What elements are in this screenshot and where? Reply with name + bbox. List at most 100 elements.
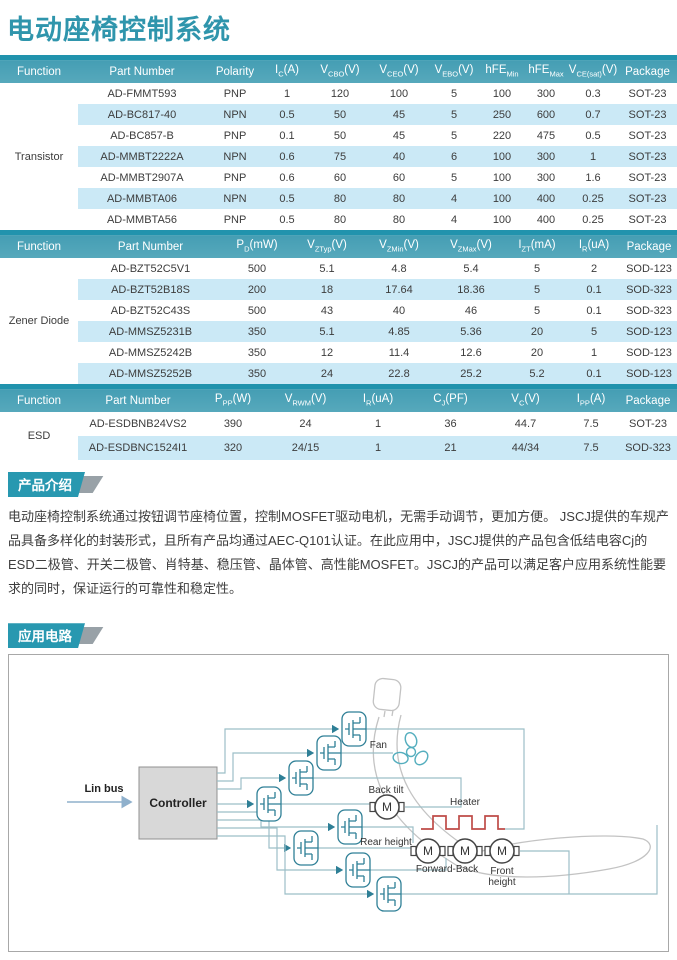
table-row: AD-ESDBNC1524I1 320 24/15 1 21 44/34 7.5 SOD-32… bbox=[0, 436, 677, 460]
data-cell: NPN bbox=[206, 188, 264, 209]
data-cell: 4.8 bbox=[391, 262, 407, 275]
data-cell: 6 bbox=[428, 146, 480, 167]
column-header: Part Number bbox=[78, 55, 206, 83]
data-cell: 24 bbox=[291, 363, 363, 384]
data-cell: 17.64 bbox=[363, 279, 435, 300]
mosfet-symbol bbox=[288, 760, 314, 796]
column-header: Package bbox=[621, 230, 677, 258]
data-cell: 0.25 bbox=[568, 188, 618, 209]
data-cell: 5 bbox=[450, 129, 458, 142]
application-circuit-diagram: Lin bus Controller bbox=[67, 678, 658, 912]
data-cell: 0.5 bbox=[585, 129, 601, 142]
table-row: AD-BC857-B PNP 0.1 50 45 5 220 475 0.5 SOT-23 bbox=[0, 125, 677, 146]
data-cell: 20 bbox=[507, 321, 567, 342]
data-cell: PNP bbox=[223, 213, 247, 226]
data-cell: 600 bbox=[524, 104, 568, 125]
data-cell: 5.1 bbox=[319, 262, 335, 275]
data-cell: 4 bbox=[428, 188, 480, 209]
data-cell: 50 bbox=[310, 104, 370, 125]
data-cell: 40 bbox=[392, 304, 406, 317]
data-cell: 5 bbox=[507, 279, 567, 300]
controller-box bbox=[138, 766, 218, 840]
heater-label: Heater bbox=[450, 797, 481, 808]
column-header: IZT(mA) bbox=[507, 230, 567, 258]
controller-output-wires bbox=[217, 724, 375, 899]
mosfet-symbol bbox=[376, 876, 402, 912]
data-cell: SOT-23 bbox=[628, 129, 667, 142]
table-row: AD-MMSZ5242B 350 12 11.4 12.6 20 1 SOD-123 bbox=[0, 342, 677, 363]
column-header: Function bbox=[0, 230, 78, 258]
data-cell: 45 bbox=[392, 129, 406, 142]
data-cell: SOD-123 bbox=[626, 262, 672, 275]
data-cell: 300 bbox=[524, 146, 568, 167]
table-row: AD-MMSZ5231B 350 5.1 4.85 5.36 20 5 SOD-123 bbox=[0, 321, 677, 342]
data-cell: 400 bbox=[536, 213, 556, 226]
data-cell: SOD-323 bbox=[626, 304, 672, 317]
data-cell: NPN bbox=[206, 104, 264, 125]
headrest-shape bbox=[372, 678, 402, 712]
data-cell: 11.4 bbox=[388, 346, 410, 359]
data-cell: 0.5 bbox=[264, 104, 310, 125]
table-row: AD-MMBTA06 NPN 0.5 80 80 4 100 400 0.25 SOT-23 bbox=[0, 188, 677, 209]
data-cell: SOT-23 bbox=[629, 418, 667, 430]
data-cell: 7.5 bbox=[583, 418, 599, 430]
controller-label: Controller bbox=[149, 796, 207, 810]
data-cell: SOT-23 bbox=[628, 213, 667, 226]
data-cell: AD-FMMT593 bbox=[107, 87, 177, 100]
fan-icon bbox=[392, 732, 429, 766]
data-cell: 45 bbox=[370, 104, 428, 125]
data-cell: 0.6 bbox=[264, 146, 310, 167]
data-cell: 44/34 bbox=[488, 436, 563, 460]
data-cell: SOD-123 bbox=[621, 363, 677, 384]
data-cell: 36 bbox=[444, 418, 457, 430]
column-header: IPP(A) bbox=[563, 384, 619, 412]
data-cell: PNP bbox=[223, 171, 247, 184]
data-cell: 5.4 bbox=[463, 262, 479, 275]
heater-element bbox=[421, 815, 505, 831]
data-cell: 350 bbox=[223, 363, 291, 384]
data-cell: 40 bbox=[370, 146, 428, 167]
data-cell: 0.1 bbox=[279, 129, 295, 142]
data-cell: 80 bbox=[392, 213, 406, 226]
table-row: ESD AD-ESDBNB24VS2 390 24 1 36 44.7 7.5 SOT-23 bbox=[0, 412, 677, 460]
data-cell: 80 bbox=[370, 188, 428, 209]
data-cell: AD-MMSZ5252B bbox=[78, 363, 223, 384]
data-cell: 0.6 bbox=[279, 171, 295, 184]
column-header: VEBO(V) bbox=[428, 55, 480, 83]
data-cell: 0.1 bbox=[567, 363, 621, 384]
page-title: 电动座椅控制系统 bbox=[7, 15, 231, 45]
data-cell: AD-BZT52B18S bbox=[78, 279, 223, 300]
column-header: Part Number bbox=[78, 384, 198, 412]
data-cell: 7.5 bbox=[563, 436, 619, 460]
data-cell: 0.7 bbox=[568, 104, 618, 125]
data-cell: 5 bbox=[450, 171, 458, 184]
mosfet-symbol bbox=[293, 830, 319, 866]
data-cell: SOD-323 bbox=[621, 279, 677, 300]
data-cell: 21 bbox=[413, 436, 488, 460]
data-cell: AD-BZT52C5V1 bbox=[110, 262, 191, 275]
data-cell: 60 bbox=[333, 171, 347, 184]
column-header: VC(V) bbox=[488, 384, 563, 412]
data-cell: 12.6 bbox=[460, 346, 482, 359]
application-circuit-badge: 应用电路 bbox=[8, 623, 104, 644]
data-cell: 80 bbox=[310, 188, 370, 209]
data-cell: NPN bbox=[206, 146, 264, 167]
data-cell: AD-BC817-40 bbox=[78, 104, 206, 125]
data-cell: 100 bbox=[492, 213, 512, 226]
esd-header-row: Function Part Number PPP(W) VRWM(V) IR(uA) CJ… bbox=[0, 384, 677, 412]
column-header: Function bbox=[0, 55, 78, 83]
column-header: VRWM(V) bbox=[268, 384, 343, 412]
data-cell: 5 bbox=[567, 321, 621, 342]
fan-label: Fan bbox=[370, 740, 387, 751]
data-cell: 100 bbox=[480, 146, 524, 167]
data-cell: 25.2 bbox=[435, 363, 507, 384]
data-cell: 350 bbox=[223, 321, 291, 342]
data-cell: 18 bbox=[291, 279, 363, 300]
product-intro-badge: 产品介绍 bbox=[8, 472, 104, 493]
data-cell: 2 bbox=[590, 262, 598, 275]
mosfet-symbol bbox=[341, 711, 367, 747]
data-cell: PNP bbox=[223, 129, 247, 142]
data-cell: 0.5 bbox=[264, 188, 310, 209]
data-cell: AD-MMSZ5231B bbox=[78, 321, 223, 342]
data-cell: 50 bbox=[333, 129, 347, 142]
